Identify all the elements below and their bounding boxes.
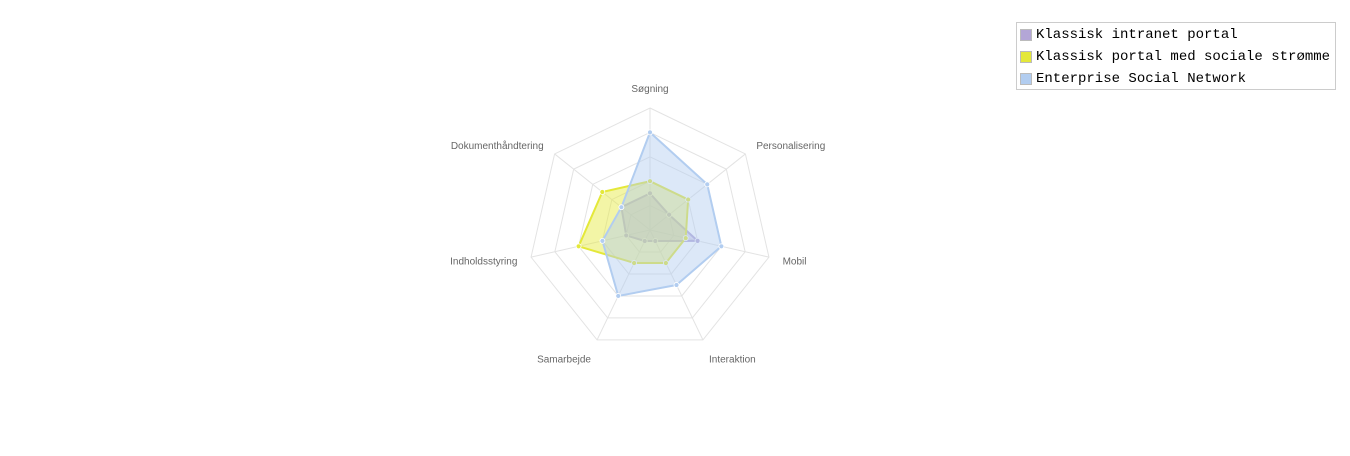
data-point xyxy=(704,181,711,188)
axis-label-dokumenthandtering: Dokumenthåndtering xyxy=(451,140,544,152)
legend-swatch xyxy=(1020,29,1032,41)
data-point xyxy=(618,204,625,211)
data-point xyxy=(647,129,653,136)
data-point xyxy=(673,282,680,288)
axis-label-interaktion: Interaktion xyxy=(709,355,756,366)
axis-label-mobil: Mobil xyxy=(783,256,807,267)
axis-label-personalisering: Personalisering xyxy=(756,141,825,152)
data-point xyxy=(652,238,659,244)
grid-spoke xyxy=(596,229,651,341)
data-point xyxy=(647,190,653,197)
grid-ring xyxy=(625,205,675,253)
data-point xyxy=(685,196,692,203)
grid-ring xyxy=(601,180,699,275)
axis-label-soegning: Søgning xyxy=(631,84,668,95)
data-point xyxy=(599,237,606,244)
grid-spoke xyxy=(530,229,651,258)
series-area xyxy=(620,192,699,242)
data-point xyxy=(641,238,648,244)
radar-series xyxy=(575,129,725,299)
legend-item-enterprise-social-network[interactable]: Enterprise Social Network xyxy=(1020,68,1335,90)
axis-label-indholdsstyring: Indholdsstyring xyxy=(450,256,517,267)
legend-swatch xyxy=(1020,73,1032,85)
series-area xyxy=(577,180,690,264)
series-enterprise-social-network xyxy=(599,129,725,299)
data-point xyxy=(662,260,669,266)
legend-swatch xyxy=(1020,51,1032,63)
grid-spoke xyxy=(649,153,746,231)
data-point xyxy=(631,260,638,266)
legend-label: Enterprise Social Network xyxy=(1036,71,1247,87)
data-point xyxy=(599,189,606,195)
data-point xyxy=(623,232,630,239)
grid-ring xyxy=(530,107,770,341)
data-point xyxy=(615,293,622,299)
data-point xyxy=(647,178,653,185)
radar-axis-labels: Søgning Personalisering Mobil Interaktion Sa… xyxy=(450,84,825,366)
legend-item-klassisk-portal-med-sociale-stroemme[interactable]: Klassisk portal med sociale strømme xyxy=(1020,46,1335,68)
data-point xyxy=(666,211,672,218)
legend-item-klassisk-intranet-portal[interactable]: Klassisk intranet portal xyxy=(1020,24,1335,46)
data-point xyxy=(718,243,725,250)
grid-spoke xyxy=(649,229,770,258)
data-point xyxy=(575,243,582,250)
series-klassisk-intranet-portal xyxy=(618,190,701,244)
grid-ring xyxy=(554,131,746,319)
legend: Klassisk intranet portal Klassisk portal… xyxy=(1016,22,1336,90)
legend-label: Klassisk intranet portal xyxy=(1036,27,1238,43)
series-klassisk-portal-med-sociale-stroemme xyxy=(575,178,692,266)
data-point xyxy=(682,235,689,242)
data-point xyxy=(694,237,701,244)
axis-label-samarbejde: Samarbejde xyxy=(537,355,591,366)
legend-label: Klassisk portal med sociale strømme xyxy=(1036,49,1331,65)
series-area xyxy=(601,131,723,297)
